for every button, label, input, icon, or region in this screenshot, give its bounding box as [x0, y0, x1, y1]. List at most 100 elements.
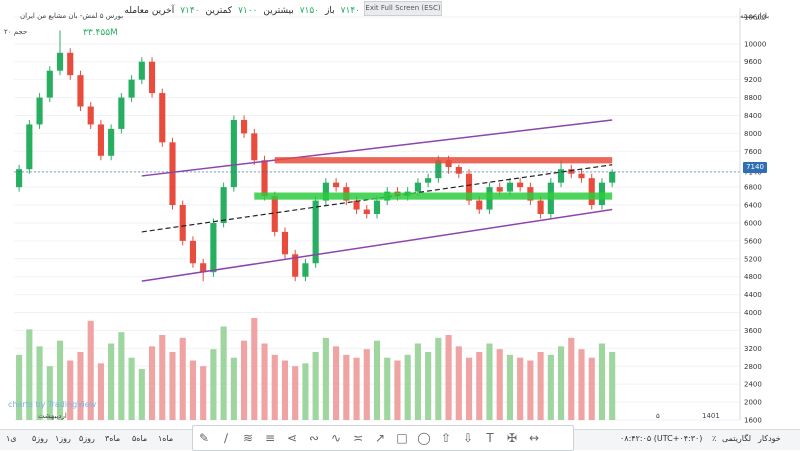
y-tick-5: 8400	[744, 112, 762, 120]
candle-body-48	[506, 182, 513, 192]
rectangle-icon[interactable]: □	[396, 431, 408, 445]
channel-icon[interactable]: ≋	[242, 431, 254, 445]
arrow-down-icon[interactable]: ⇩	[462, 431, 474, 445]
auto-toggle[interactable]: خودکار	[758, 434, 781, 443]
volume-bar-1	[26, 329, 33, 420]
volume-value: ۳۳.۴۵۵M	[83, 28, 118, 38]
volume-bar-9	[108, 343, 115, 420]
candle-body-11	[128, 79, 135, 98]
volume-bar-31	[333, 346, 340, 420]
volume-bar-23	[251, 318, 258, 420]
volume-bar-32	[343, 354, 350, 420]
brush-icon[interactable]: ∾	[308, 431, 320, 445]
y-tick-6: 8000	[744, 130, 762, 138]
candle-body-23	[251, 133, 258, 161]
volume-bar-7	[87, 320, 94, 420]
candle-body-40	[425, 178, 432, 183]
candle-body-6	[77, 75, 84, 107]
anchor-icon[interactable]: ✠	[506, 431, 518, 445]
elliott-icon[interactable]: ≍	[352, 431, 364, 445]
candle-body-2	[36, 97, 43, 125]
candle-body-27	[292, 254, 299, 277]
timeframe-3[interactable]: روز۵	[79, 434, 95, 443]
volume-bar-47	[496, 349, 503, 420]
candle-body-18	[200, 263, 207, 273]
high-label: بیشترین	[263, 6, 294, 16]
channel-line-0	[141, 119, 613, 177]
cursor-icon[interactable]: ✎	[198, 431, 210, 445]
volume-bar-20	[220, 326, 227, 420]
candle-body-1	[26, 124, 33, 170]
y-tick-12: 5600	[744, 237, 762, 245]
zone-4	[254, 192, 613, 200]
log-toggle[interactable]: لگاریتمی	[722, 434, 752, 443]
volume-bar-45	[476, 352, 483, 420]
fib-icon[interactable]: ≡	[264, 431, 276, 445]
candle-body-47	[496, 187, 503, 192]
volume-bar-34	[363, 349, 370, 420]
candle-body-10	[118, 97, 125, 129]
volume-bar-16	[179, 337, 186, 420]
timeframe-1[interactable]: ۵روز	[32, 434, 48, 443]
y-axis: 10600 10000 9600 9200 8800 8400 8000 7600 7140 68…	[739, 8, 766, 425]
volume-bar-48	[506, 354, 513, 420]
date-label-2: ۵	[656, 412, 660, 420]
channel-line-1	[141, 208, 613, 282]
y-tick-17: 3600	[744, 327, 762, 335]
exit-fullscreen-button[interactable]: Exit Full Screen (ESC)	[364, 1, 442, 16]
utc-clock[interactable]: ۰۸:۴۲:۰۵ (UTC+۰۴:۳۰)	[620, 434, 703, 443]
volume-bar-5	[67, 360, 74, 420]
candle-body-49	[517, 182, 524, 188]
timeframe-2[interactable]: ۱روز	[55, 434, 71, 443]
y-tick-19: 2800	[744, 363, 762, 371]
candle-body-34	[363, 209, 370, 214]
candle-body-8	[97, 124, 104, 156]
volume-bar-10	[118, 332, 125, 420]
annotations	[14, 119, 740, 282]
open-value: ۷۱۴۰	[340, 6, 360, 16]
candle-body-5	[67, 52, 74, 76]
candle-body-9	[108, 128, 115, 156]
candle-body-45	[476, 200, 483, 210]
timeframe-0[interactable]: ۱ی	[6, 434, 17, 443]
low-label: کمترین	[205, 6, 233, 16]
volume-bar-29	[312, 352, 319, 420]
y-tick-2: 9600	[744, 58, 762, 66]
volume-bar-54	[568, 337, 575, 420]
volume-bar-21	[230, 357, 237, 420]
pattern-icon[interactable]: ∿	[330, 431, 342, 445]
volume-bar-30	[322, 337, 329, 420]
candle-body-7	[87, 106, 94, 125]
timeframe-6[interactable]: ۱ماه	[158, 434, 174, 443]
high-value: ۷۱۵۰	[299, 6, 320, 16]
open-label: باز	[325, 6, 335, 16]
trendline-icon[interactable]: ∕	[223, 431, 229, 445]
arrow-up-icon[interactable]: ⇧	[440, 431, 452, 445]
volume-bar-44	[465, 357, 473, 420]
y-tick-4: 8800	[744, 94, 762, 102]
candle-body-54	[568, 169, 575, 174]
date-label-1: 1401	[702, 412, 720, 420]
candle-body-4	[56, 52, 64, 71]
y-tick-0: 10600	[744, 13, 766, 21]
candle-body-41	[435, 160, 442, 179]
y-tick-9: 6800	[744, 184, 762, 192]
measure-icon[interactable]: ↔	[528, 431, 540, 445]
pitchfork-icon[interactable]: ⋖	[286, 431, 298, 445]
low-value: ۷۱۰۰	[238, 6, 258, 16]
candle-body-17	[189, 240, 197, 264]
ohlc-legend: ۷۱۴۰ باز ۷۱۵۰ بیشترین ۷۱۰۰ کمترین ۷۱۴۰ آ…	[110, 6, 360, 16]
volume-label: حجم ۲۰	[4, 28, 28, 36]
timeframe-4[interactable]: ۳ماه	[105, 434, 121, 443]
y-tick-18: 3200	[744, 345, 762, 353]
timeframe-5[interactable]: ۵ماه	[132, 434, 148, 443]
ellipse-icon[interactable]: ◯	[417, 431, 431, 445]
projection-icon[interactable]: ↗	[374, 431, 386, 445]
volume-bar-39	[414, 343, 421, 420]
percent-toggle[interactable]: ٪	[712, 434, 717, 443]
y-tick-14: 4800	[744, 273, 762, 281]
candle-body-13	[148, 61, 156, 94]
zone-3	[274, 157, 613, 164]
text-icon[interactable]: T	[486, 431, 494, 445]
